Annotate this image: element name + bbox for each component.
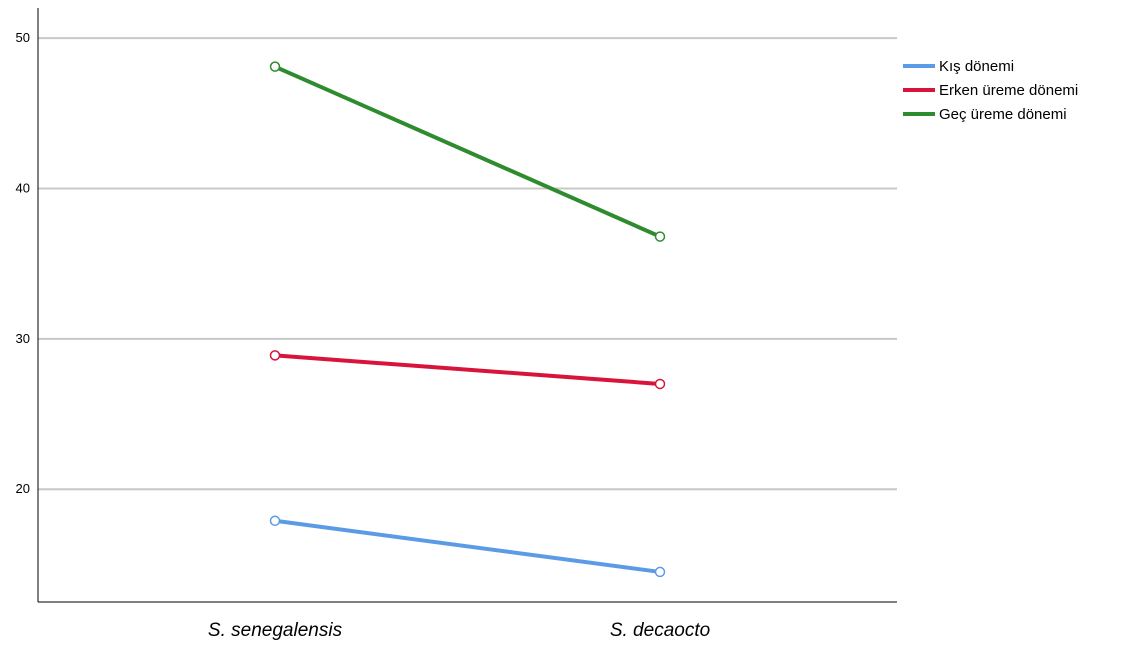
gridlines xyxy=(38,37,897,491)
legend-label: Kış dönemi xyxy=(939,58,1014,75)
series-line xyxy=(274,353,661,386)
series-line xyxy=(274,518,661,574)
data-point-marker xyxy=(269,515,281,527)
series-lines xyxy=(269,61,666,578)
legend-item: Kış dönemi xyxy=(903,58,1014,75)
data-point-marker xyxy=(269,61,281,72)
series-line xyxy=(274,64,661,239)
y-tick-label: 40 xyxy=(16,180,30,195)
data-point-marker xyxy=(654,231,666,242)
x-category-labels: S. senegalensis S. decaocto xyxy=(208,620,710,641)
y-tick-label: 20 xyxy=(16,481,30,496)
series-2 xyxy=(269,61,666,242)
axes xyxy=(37,8,897,603)
y-tick-label: 50 xyxy=(16,30,30,45)
legend-label: Geç üreme dönemi xyxy=(939,106,1067,123)
data-point-marker xyxy=(269,350,281,361)
legend-item: Erken üreme dönemi xyxy=(903,82,1078,99)
legend: Kış dönemi Erken üreme dönemi Geç üreme dö… xyxy=(903,58,1078,123)
y-tick-labels: 20 30 40 50 xyxy=(16,30,30,496)
data-point-marker xyxy=(654,378,666,390)
y-tick-label: 30 xyxy=(16,331,30,346)
series-0 xyxy=(269,515,666,578)
legend-label: Erken üreme dönemi xyxy=(939,82,1078,99)
legend-item: Geç üreme dönemi xyxy=(903,106,1067,123)
data-point-marker xyxy=(654,566,666,578)
x-category-label: S. decaocto xyxy=(610,620,710,641)
series-1 xyxy=(269,350,666,390)
x-category-label: S. senegalensis xyxy=(208,620,343,641)
